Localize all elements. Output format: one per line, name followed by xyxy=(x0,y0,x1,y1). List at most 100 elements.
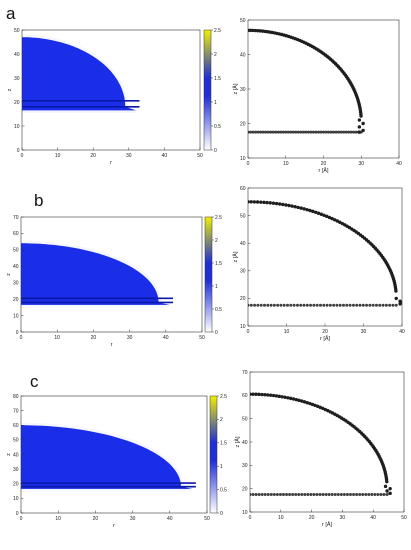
y-axis-label: z xyxy=(6,453,12,456)
substrate-point xyxy=(332,130,336,134)
profile-point xyxy=(259,200,263,204)
substrate-point xyxy=(342,303,346,307)
density-cap xyxy=(21,425,193,489)
substrate-point xyxy=(254,493,258,496)
substrate-point xyxy=(312,493,316,496)
substrate-point xyxy=(357,130,361,134)
profile-points xyxy=(250,392,392,496)
x-axis-label: r xyxy=(113,523,115,529)
profile-point xyxy=(359,114,363,118)
substrate-point xyxy=(351,303,355,307)
profile-point xyxy=(388,491,392,496)
substrate-point xyxy=(256,130,260,134)
substrate-point xyxy=(262,303,266,307)
profile-point xyxy=(251,28,255,33)
y-tick-label: 30 xyxy=(14,76,20,82)
plot-frame xyxy=(249,371,405,513)
substrate-point xyxy=(388,303,392,307)
y-tick-label: 50 xyxy=(14,28,20,34)
y-tick-label: 20 xyxy=(240,121,246,127)
substrate-point xyxy=(367,493,371,496)
substrate-point xyxy=(352,493,356,496)
profile-point xyxy=(255,200,260,204)
substrate-point xyxy=(281,130,285,134)
substrate-point xyxy=(266,493,270,496)
y-tick-label: 20 xyxy=(242,486,248,492)
profile-point xyxy=(302,207,306,211)
colorbar-tick-label: 1 xyxy=(214,100,217,106)
substrate-point xyxy=(276,303,280,307)
y-tick-label: 70 xyxy=(13,408,19,414)
y-axis-label: z [Å] xyxy=(234,436,241,447)
substrate-point xyxy=(325,303,329,307)
substrate-point xyxy=(365,303,369,307)
profile-point xyxy=(271,201,276,205)
x-tick-label: 20 xyxy=(321,161,327,167)
profile-point xyxy=(289,396,293,401)
profile-point xyxy=(305,400,309,405)
substrate-point xyxy=(292,303,296,307)
colorbar-tick-label: 2.5 xyxy=(220,394,227,400)
substrate-point xyxy=(358,493,362,496)
substrate-point xyxy=(269,130,273,134)
substrate-point xyxy=(370,493,374,496)
profile-point xyxy=(394,296,398,301)
profile-point xyxy=(286,396,290,400)
x-tick-label: 50 xyxy=(401,515,407,521)
substrate-point xyxy=(384,303,388,307)
profile-point xyxy=(357,118,362,122)
substrate-point xyxy=(322,303,326,307)
substrate-point xyxy=(327,130,331,134)
colorbar-tick-label: 1 xyxy=(215,284,218,290)
x-axis-label: r xyxy=(111,342,113,348)
substrate-point xyxy=(285,493,289,496)
substrate-point xyxy=(342,130,346,134)
x-tick-label: 20 xyxy=(309,515,315,521)
substrate-point xyxy=(303,493,307,496)
profile-point xyxy=(316,404,320,409)
profile-point xyxy=(268,201,272,205)
substrate-point xyxy=(318,493,322,496)
substrate-point xyxy=(278,493,282,496)
x-tick-label: 30 xyxy=(127,335,133,341)
substrate-point xyxy=(288,493,292,496)
x-tick-label: 0 xyxy=(20,335,23,341)
x-tick-label: 30 xyxy=(126,153,132,159)
plot-frame xyxy=(20,216,203,333)
x-axis-label: r [Å] xyxy=(320,335,331,342)
colorbar xyxy=(209,395,218,514)
substrate-point xyxy=(271,130,275,134)
colorbar-tick-label: 1 xyxy=(220,464,223,470)
y-tick-label: 30 xyxy=(242,463,248,469)
colorbar-tick-label: 1.5 xyxy=(214,76,221,82)
profile-point xyxy=(274,394,279,398)
x-tick-label: 20 xyxy=(91,335,97,341)
y-tick-label: 60 xyxy=(13,231,19,237)
substrate-point xyxy=(332,303,336,307)
substrate-point xyxy=(321,493,325,496)
profile-point xyxy=(248,200,250,204)
substrate-point xyxy=(304,130,308,134)
profile-point xyxy=(268,393,273,397)
substrate-point xyxy=(330,493,334,496)
y-tick-label: 40 xyxy=(13,264,19,270)
substrate-point xyxy=(253,303,257,307)
density-cap xyxy=(21,243,170,305)
substrate-point xyxy=(348,303,352,307)
profile-points xyxy=(248,200,402,307)
x-tick-label: 50 xyxy=(197,153,203,159)
substrate-point xyxy=(339,493,343,496)
substrate-point xyxy=(324,130,328,134)
panel-label-c: c xyxy=(30,372,39,391)
substrate-point xyxy=(329,130,333,134)
substrate-point xyxy=(261,130,265,134)
y-tick-label: 10 xyxy=(242,510,248,516)
profile-point xyxy=(274,201,279,206)
y-tick-label: 20 xyxy=(13,297,19,303)
profile-point xyxy=(385,479,389,484)
y-tick-label: 70 xyxy=(242,370,248,376)
substrate-point xyxy=(347,130,351,134)
substrate-point xyxy=(371,303,375,307)
substrate-point xyxy=(361,493,365,496)
profile-point xyxy=(248,28,253,33)
